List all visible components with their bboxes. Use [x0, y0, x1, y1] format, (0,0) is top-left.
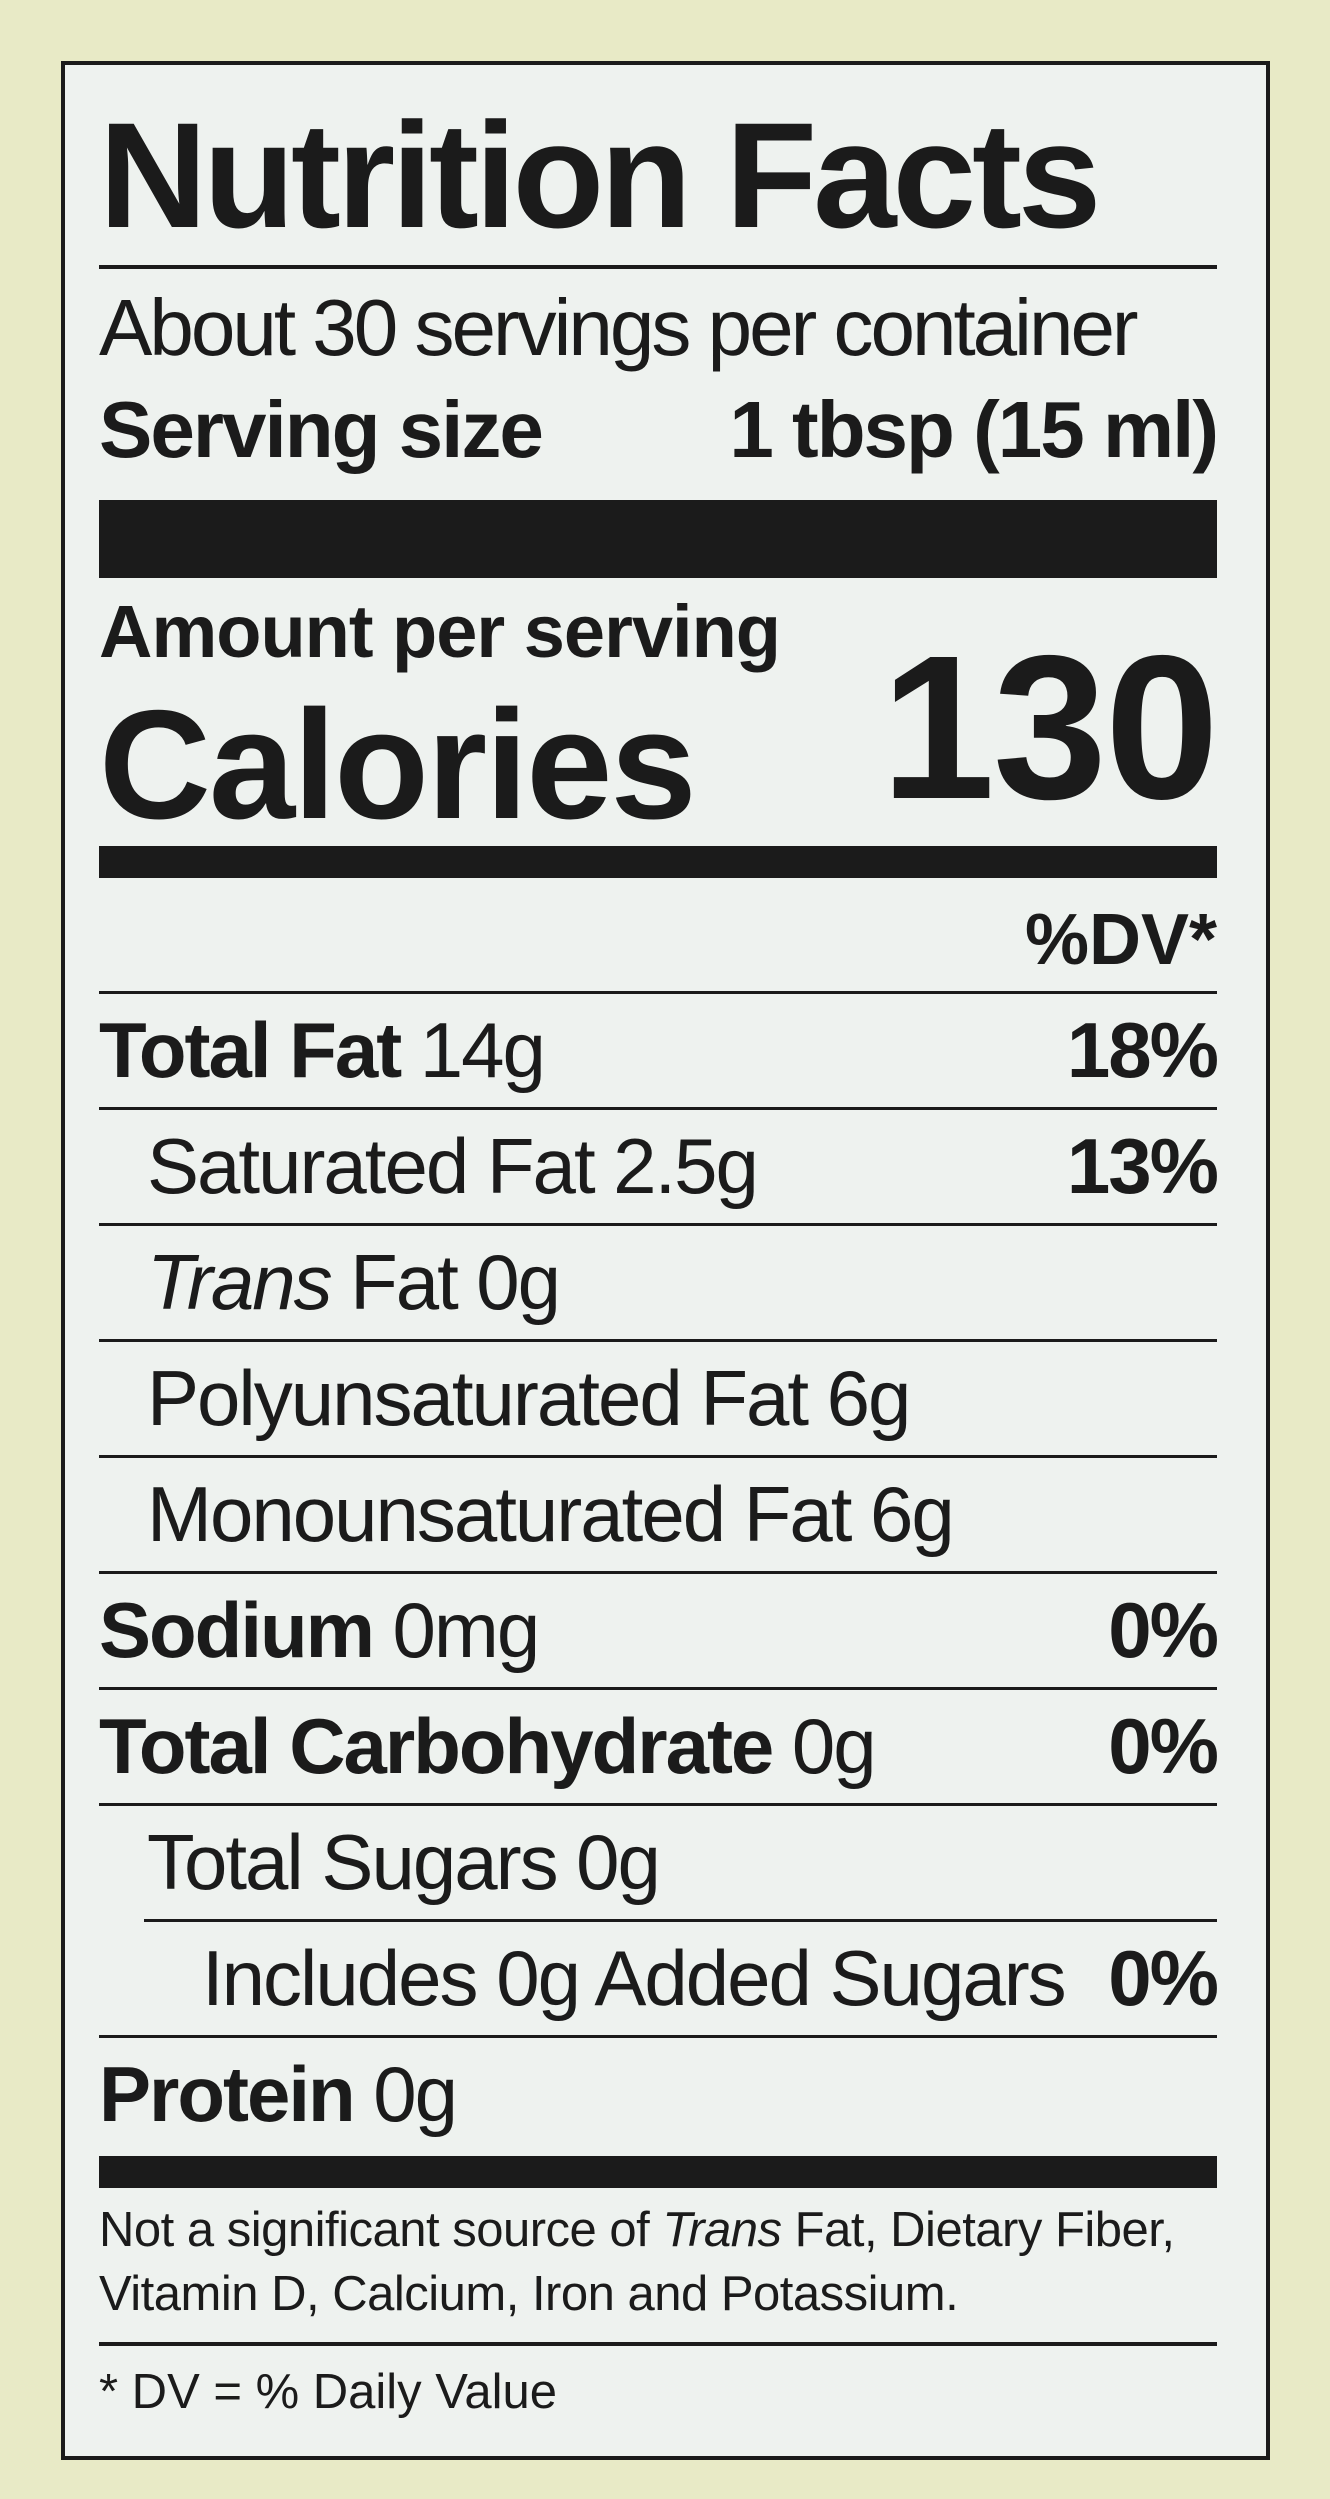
nutrient-dv: 0% [1108, 1934, 1219, 2022]
thick-bar [99, 2156, 1217, 2188]
footnote-text: Not a significant source of [99, 2203, 663, 2257]
nutrient-amount: 0g [476, 1238, 561, 1326]
nutrient-name: Saturated Fat [147, 1122, 596, 1210]
dv-note: * DV = % Daily Value [99, 2365, 557, 2419]
nutrient-row: Polyunsaturated Fat 6g [99, 1342, 1217, 1458]
nutrient-amount: 0mg [392, 1586, 541, 1674]
nutrient-dv: 13% [1066, 1122, 1219, 1210]
nutrient-row: Trans Fat 0g [99, 1226, 1217, 1342]
nutrient-name: Includes 0g Added Sugars [202, 1934, 1067, 2022]
rule [99, 2342, 1217, 2346]
nutrient-name: Total Carbohydrate [99, 1702, 774, 1790]
servings: About 30 servings per container [99, 283, 1139, 372]
nutrient-row: Includes 0g Added Sugars 0% [99, 1922, 1219, 2038]
nutrient-name: Monounsaturated Fat [147, 1470, 852, 1558]
nutrition-label [61, 61, 1270, 2460]
nutrient-amount: 14g [419, 1006, 546, 1094]
nutrient-amount: 6g [869, 1470, 955, 1558]
amount-per-serving: Amount per serving [99, 590, 781, 673]
nutrient-name: Sodium [99, 1586, 375, 1674]
nutrient-amount: 2.5g [613, 1122, 759, 1210]
dv-header: %DV* [1024, 900, 1217, 980]
thick-bar [99, 500, 1217, 578]
rule [99, 265, 1217, 269]
footnote-italic: Trans [662, 2203, 782, 2257]
thick-bar [99, 846, 1217, 878]
rule [144, 1919, 1217, 1922]
nutrient-amount: 0g [373, 2050, 458, 2138]
nutrient-dv: 0% [1108, 1586, 1219, 1674]
serving-size-value: 1 tbsp (15 ml) [729, 385, 1219, 474]
nutrient-name: Polyunsaturated Fat [147, 1354, 809, 1442]
nutrient-row: Monounsaturated Fat 6g [99, 1458, 1217, 1574]
nutrient-name: Fat [350, 1238, 459, 1326]
nutrient-name-italic: Trans [147, 1238, 333, 1326]
nutrient-name: Total Fat [99, 1006, 402, 1094]
nutrient-amount: 0g [791, 1702, 877, 1790]
nutrient-row: Total Fat 14g 18% [99, 994, 1219, 1110]
rule [99, 991, 1217, 994]
nutrient-row: Total Sugars 0g [99, 1806, 1217, 1919]
nutrient-dv: 18% [1066, 1006, 1219, 1094]
serving-size-label: Serving size [99, 385, 544, 474]
title: Nutrition Facts [99, 91, 1101, 259]
serving-size: Serving size 1 tbsp (15 ml) [99, 385, 1219, 475]
nutrient-amount: 0g [576, 1818, 661, 1906]
nutrient-name: Total Sugars [147, 1818, 559, 1906]
footnote: Not a significant source of Trans Fat, D… [99, 2198, 1229, 2326]
nutrient-row: Sodium 0mg 0% [99, 1574, 1219, 1690]
nutrient-amount: 6g [826, 1354, 912, 1442]
nutrient-name: Protein [99, 2050, 356, 2138]
nutrient-row: Protein 0g [99, 2038, 1217, 2151]
calories-label: Calories [99, 678, 697, 851]
calories-value: 130 [880, 613, 1219, 842]
nutrient-dv: 0% [1108, 1702, 1219, 1790]
nutrient-row: Total Carbohydrate 0g 0% [99, 1690, 1219, 1806]
nutrient-row: Saturated Fat 2.5g 13% [99, 1110, 1219, 1226]
footnote-text: Fat, Dietary Fiber, Vitamin D, Calcium, … [99, 2203, 1175, 2321]
